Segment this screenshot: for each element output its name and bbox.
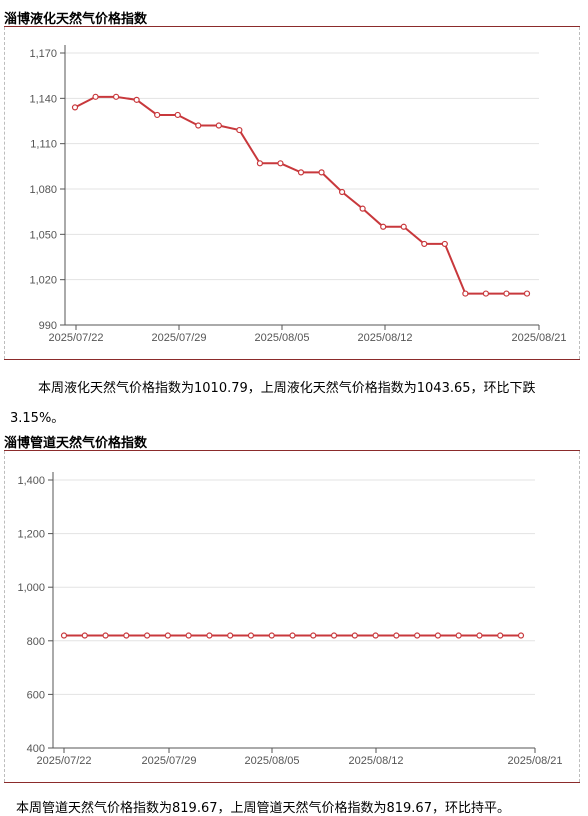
chart-2-x-tick-label-4: 2025/08/21: [507, 755, 562, 767]
chart-1-note-line1: 本周液化天然气价格指数为1010.79，上周液化天然气价格指数为1043.65，…: [38, 381, 536, 396]
chart-2-point-22: [517, 632, 525, 639]
chart-1-point-11: [297, 169, 305, 176]
chart-2-point-9: [247, 632, 255, 639]
chart-2-point-21: [497, 632, 504, 639]
chart-1-point-2: [112, 93, 120, 100]
chart-2-x-tick-label-0: 2025/07/22: [36, 755, 91, 767]
chart-2-x-tick-label-1: 2025/07/29: [141, 755, 196, 767]
chart-2-point-1: [81, 632, 88, 639]
chart-2-point-18: [434, 632, 442, 639]
chart-2-point-15: [372, 632, 379, 639]
chart-1-point-16: [400, 223, 407, 230]
chart-1-y-tick-label-3: 1,080: [29, 184, 57, 196]
chart-1-y-tick-label-6: 1,170: [29, 48, 57, 60]
chart-2-y-tick-label-0: 400: [27, 743, 45, 755]
chart-1-y-tick-label-2: 1,050: [29, 229, 57, 241]
chart-2-point-11: [289, 632, 296, 639]
chart-1-point-10: [277, 160, 284, 167]
chart-1-x-tick-label-4: 2025/08/21: [511, 332, 566, 344]
chart-2-point-8: [227, 632, 234, 639]
chart-2-y-tick-label-4: 1,200: [17, 529, 45, 541]
chart-1-x-tick-label-1: 2025/07/29: [151, 332, 206, 344]
chart-2-container: 400 600 800 1,000 1,200 1,400 2025/07/22 2025/0…: [4, 451, 580, 782]
chart-1-point-21: [503, 290, 510, 297]
chart-1-point-15: [380, 223, 387, 230]
chart-1-y-tick-label-4: 1,110: [30, 139, 57, 151]
chart-2-point-12: [310, 632, 317, 639]
chart-1-container: 990 1,020 1,050 1,080 1,110 1,140 1,170 2025/07…: [4, 27, 580, 359]
chart-1-y-tick-label-0: 990: [39, 320, 57, 332]
chart-1-note-line2: 3.15%。: [10, 411, 65, 426]
section-1-bottom-rule: [4, 359, 580, 360]
chart-2-y-tick-label-5: 1,400: [17, 475, 45, 487]
chart-1-title: 淄博液化天然气价格指数: [4, 12, 148, 27]
section-2-bottom-rule: [4, 782, 580, 783]
chart-1-point-6: [195, 122, 202, 129]
chart-1-point-19: [462, 290, 469, 297]
chart-2-point-16: [393, 632, 400, 639]
chart-1-x-tick-label-3: 2025/08/12: [357, 332, 412, 344]
chart-1-svg: 990 1,020 1,050 1,080 1,110 1,140 1,170 2025/07…: [29, 45, 567, 344]
section-1-top-rule: [4, 26, 580, 27]
chart-2-point-20: [476, 632, 483, 639]
chart-2-point-10: [268, 632, 275, 639]
chart-2-point-13: [330, 632, 338, 639]
chart-2-x-tick-label-2: 2025/08/05: [244, 755, 299, 767]
chart-2-point-3: [123, 632, 130, 639]
chart-1-point-13: [338, 188, 346, 196]
chart-1-point-4: [154, 111, 161, 119]
chart-1-x-tick-label-0: 2025/07/22: [48, 332, 103, 344]
chart-2-point-6: [185, 632, 192, 639]
chart-1-point-1: [92, 93, 99, 100]
chart-1-point-7: [215, 122, 222, 129]
chart-2-point-14: [351, 632, 358, 639]
chart-1-point-18: [441, 240, 448, 248]
chart-1-point-12: [318, 169, 325, 176]
chart-2-y-tick-label-1: 600: [27, 689, 45, 701]
chart-1-point-0: [71, 104, 79, 111]
chart-2-point-7: [206, 632, 213, 639]
chart-2-x-tick-label-3: 2025/08/12: [348, 755, 403, 767]
chart-2-y-tick-label-2: 800: [27, 636, 45, 648]
chart-2-point-0: [60, 632, 68, 639]
chart-1-point-17: [421, 240, 428, 248]
chart-2-point-19: [455, 632, 462, 639]
chart-1-point-9: [256, 160, 264, 167]
chart-2-svg: 400 600 800 1,000 1,200 1,400 2025/07/22 2025/0…: [17, 472, 563, 767]
chart-2-point-4: [143, 632, 151, 639]
chart-2-point-17: [414, 632, 421, 639]
chart-1-point-5: [174, 111, 181, 119]
chart-1-point-22: [523, 290, 531, 297]
chart-2-point-5: [164, 632, 171, 639]
chart-1-y-tick-label-1: 1,020: [29, 275, 57, 287]
chart-1-x-tick-label-2: 2025/08/05: [254, 332, 309, 344]
chart-2-note-line1: 本周管道天然气价格指数为819.67，上周管道天然气价格指数为819.67，环比…: [16, 801, 510, 816]
section-2-top-rule: [4, 450, 580, 451]
chart-1-y-tick-label-5: 1,140: [29, 93, 57, 105]
chart-1-point-3: [133, 96, 140, 103]
chart-1-point-8: [236, 126, 243, 134]
chart-2-title: 淄博管道天然气价格指数: [4, 436, 148, 451]
chart-2-y-tick-label-3: 1,000: [17, 582, 45, 594]
chart-2-point-2: [102, 632, 109, 639]
chart-1-series-line-0: [74, 95, 527, 295]
chart-1-point-20: [482, 290, 490, 297]
chart-1-point-14: [359, 205, 366, 212]
